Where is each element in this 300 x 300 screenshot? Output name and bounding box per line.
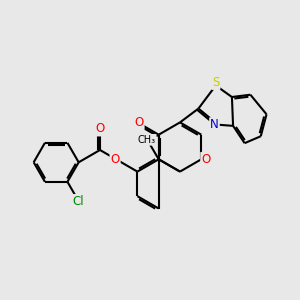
Text: S: S	[212, 76, 220, 89]
Text: O: O	[201, 153, 210, 166]
Text: CH₃: CH₃	[138, 135, 156, 145]
Text: O: O	[110, 153, 120, 166]
Text: N: N	[210, 118, 219, 131]
Text: O: O	[134, 116, 144, 129]
Text: Cl: Cl	[72, 195, 84, 208]
Text: O: O	[95, 122, 105, 136]
